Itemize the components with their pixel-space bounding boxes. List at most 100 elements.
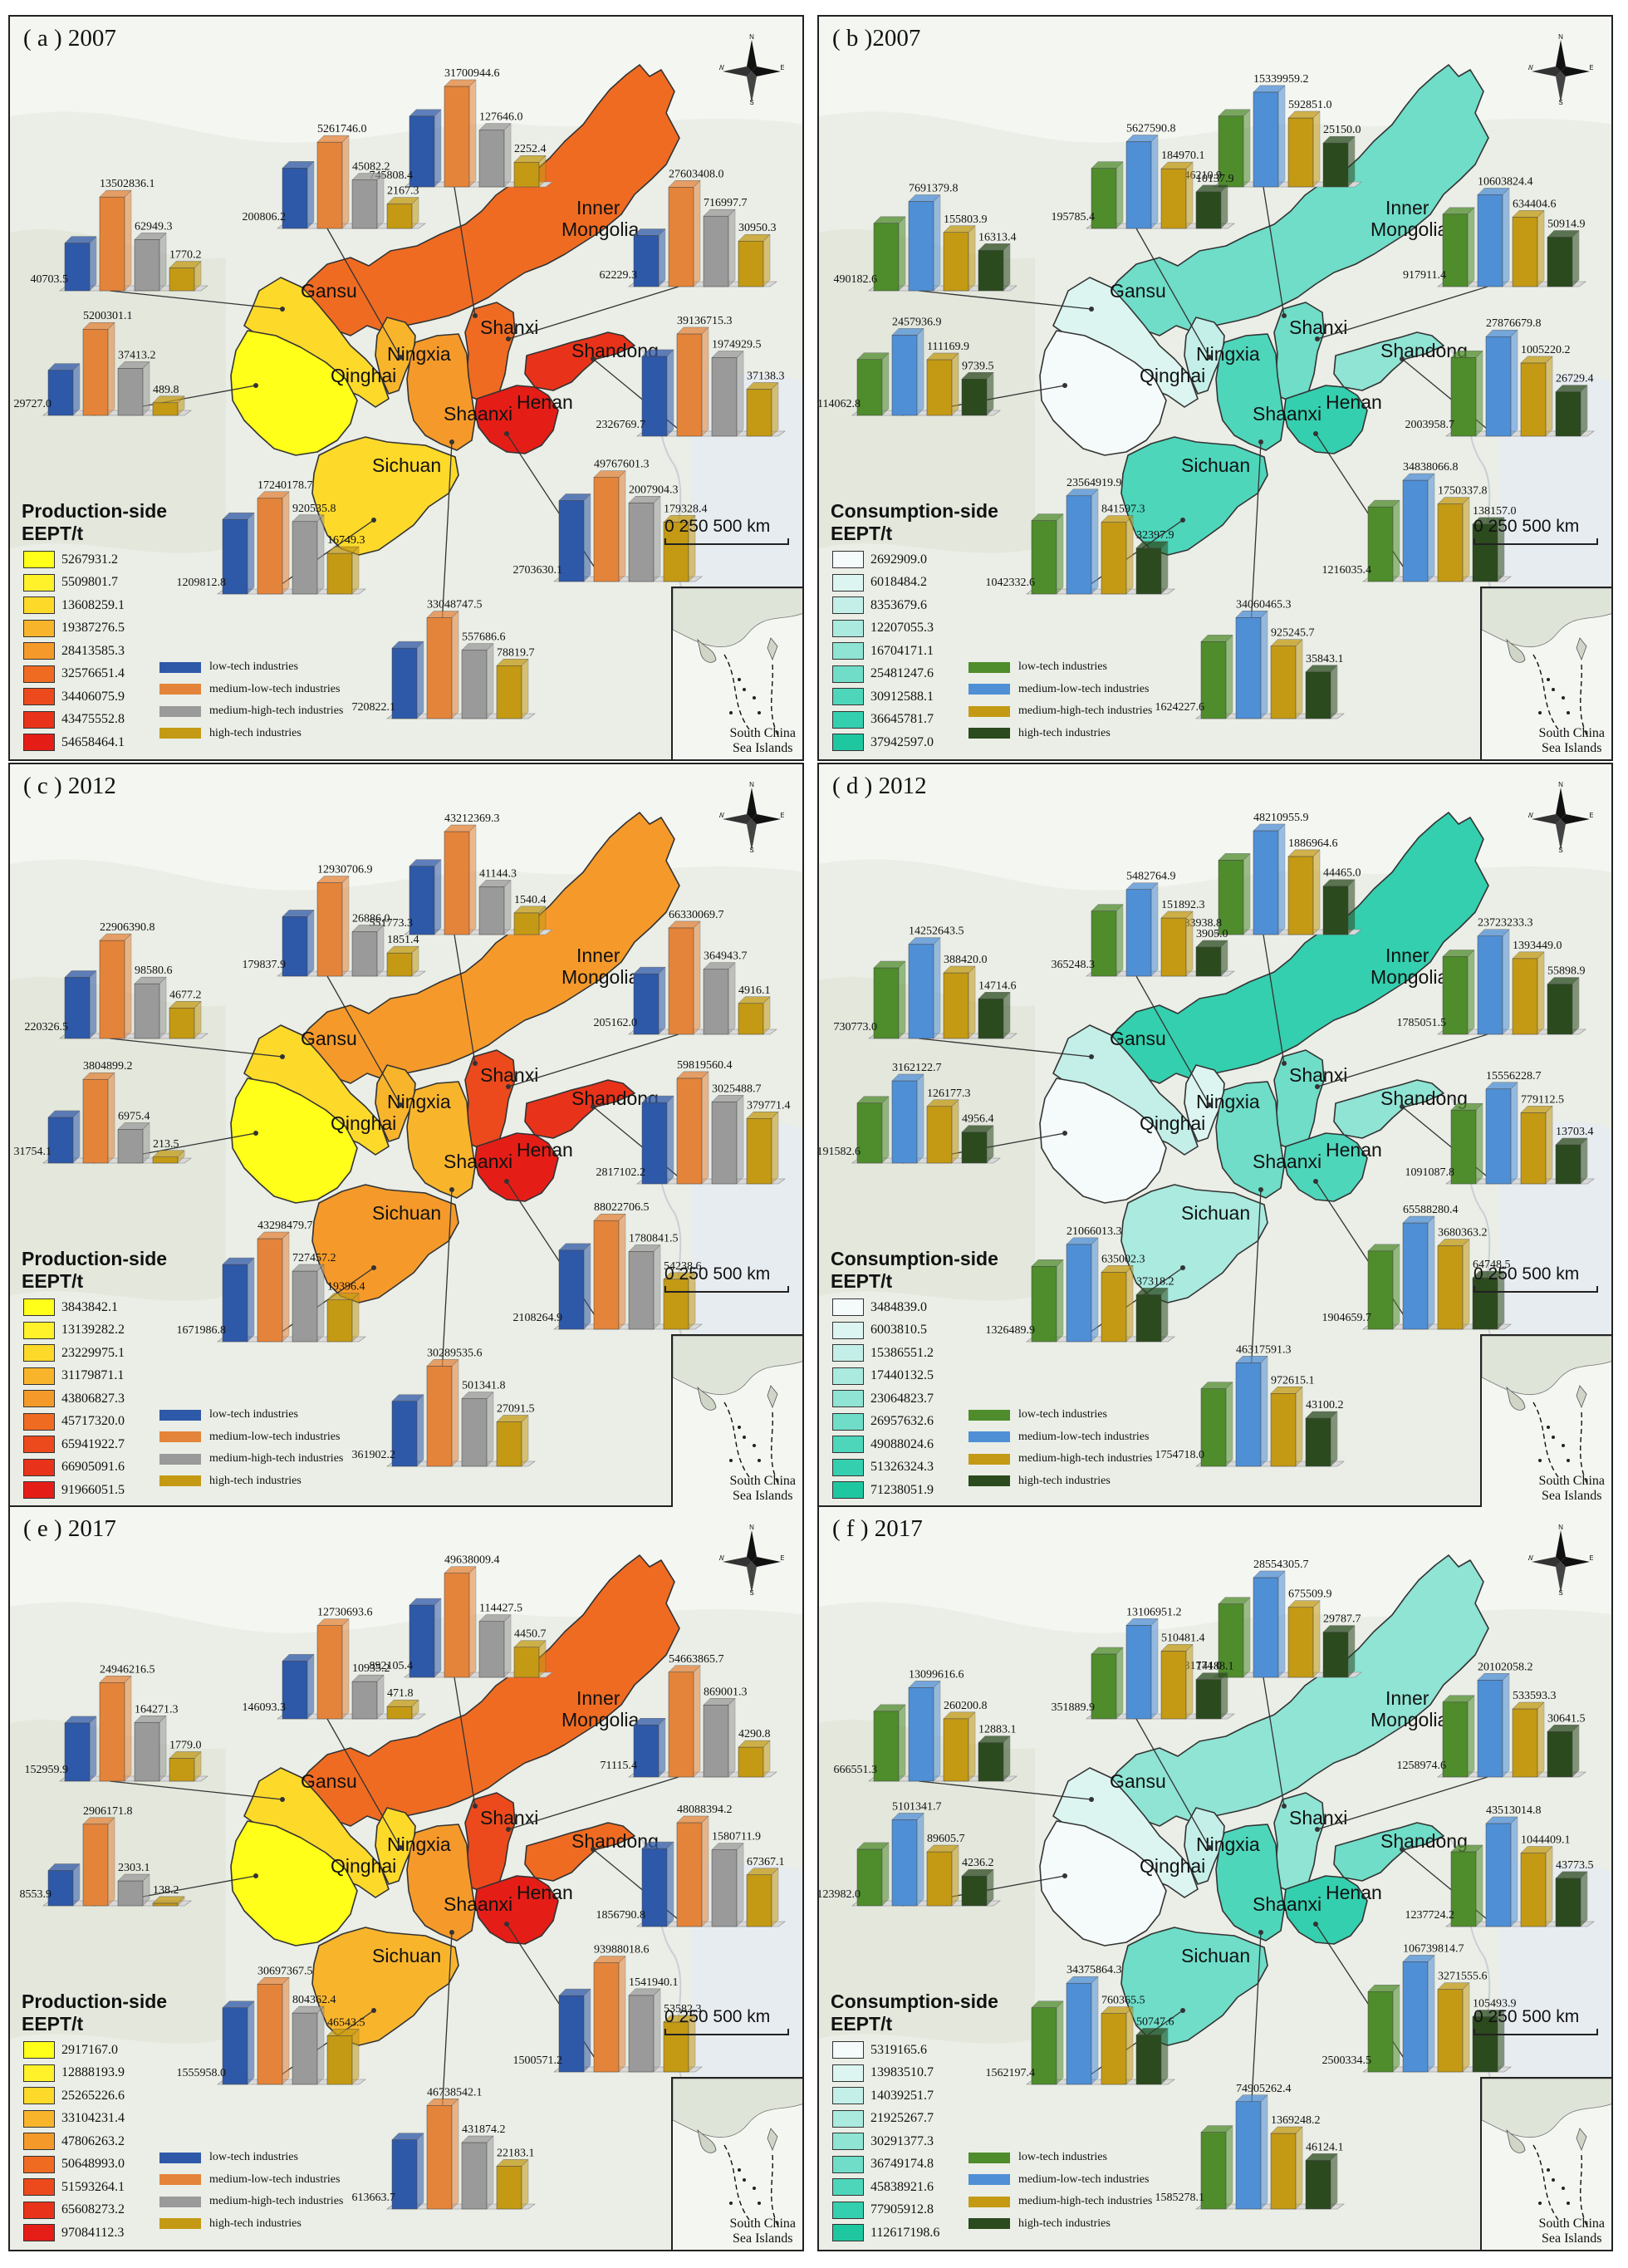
bar-high <box>746 1874 772 1927</box>
panel-title: ( e ) 2017 <box>23 1515 116 1542</box>
bar-value-low: 179837.9 <box>243 959 287 971</box>
leader-arrow <box>1062 1131 1067 1136</box>
bar-side <box>1225 1382 1233 1467</box>
bar-low <box>222 2007 248 2085</box>
bar-value-medium-high: 972615.1 <box>1271 1374 1315 1387</box>
legend-item: 17440132.5 <box>832 1365 934 1388</box>
bar-side <box>316 514 325 595</box>
bar-chart-shandong: 2003958.7 27876679.8 1005220.2 26729.4 <box>1400 317 1595 437</box>
compass-label-w: W <box>719 812 724 819</box>
bar-side <box>1497 1270 1505 1330</box>
legend-item: 13608259.1 <box>23 594 125 617</box>
bar-side <box>701 326 709 437</box>
industry-swatch-medium-low <box>968 2174 1010 2186</box>
bar-side <box>1220 940 1228 977</box>
bar-chart-henan: 1500571.2 93988018.6 1541940.1 53582.3 <box>504 1922 703 2073</box>
bar-medium-low <box>99 940 125 1039</box>
bar-chart-gansu: 490182.6 7691379.8 155803.9 16313.4 <box>834 183 1094 312</box>
bar-medium-high <box>1160 917 1187 977</box>
inset-label-line-2: Sea Islands <box>733 2231 793 2246</box>
bar-chart-gansu: 220326.5 22906390.8 98580.6 4677.2 <box>25 921 285 1059</box>
inset-map-canvas <box>672 587 802 739</box>
bar-side <box>898 216 906 292</box>
bar-side <box>1003 991 1011 1039</box>
bar-value-medium-high: 1393449.0 <box>1513 940 1562 952</box>
bar-medium-high <box>134 1722 160 1782</box>
bar-medium-high <box>1520 1112 1547 1185</box>
industry-legend-item: medium-high-tech industries <box>968 1448 1152 1470</box>
bar-side <box>1220 1672 1228 1720</box>
bar-medium-low <box>1253 830 1279 935</box>
bar-side <box>1347 1624 1356 1678</box>
industry-legend-item: medium-low-tech industries <box>968 2169 1152 2192</box>
compass-label-s: S <box>1558 1589 1562 1595</box>
bar-side <box>1312 1600 1321 1678</box>
legend-item: 36749174.8 <box>832 2153 939 2177</box>
bar-medium-high <box>461 1398 488 1467</box>
legend-swatch <box>23 642 55 660</box>
leader-arrow <box>1282 1061 1287 1066</box>
bar-side <box>1502 187 1510 287</box>
bar-value-low: 365248.3 <box>1052 959 1096 971</box>
industry-legend-label: low-tech industries <box>209 1408 298 1421</box>
industry-legend-item: medium-high-tech industries <box>968 2191 1152 2213</box>
leader-arrow <box>371 518 376 523</box>
leader-arrow <box>591 356 596 361</box>
legend-swatch <box>23 2224 55 2242</box>
bar-medium-low <box>444 831 470 935</box>
legend-swatch <box>832 710 864 729</box>
legend-item: 23229975.1 <box>23 1342 125 1365</box>
region-henan <box>1283 1132 1368 1202</box>
legend-item: 21925267.7 <box>832 2108 939 2131</box>
bar-side <box>986 371 994 416</box>
bar-side <box>124 189 132 292</box>
bar-side <box>434 859 442 935</box>
bar-side <box>521 1414 529 1467</box>
basemap <box>10 1602 802 2250</box>
bar-chart-shandong: 2817102.2 59819560.4 3025488.7 379771.4 <box>591 1059 791 1185</box>
bar-side <box>306 909 315 977</box>
bar-side <box>763 233 771 287</box>
legend-swatch <box>832 1390 864 1408</box>
region-qinghai <box>230 1820 358 1946</box>
legend-item: 3484839.0 <box>832 1296 934 1319</box>
bar-low <box>641 1102 668 1185</box>
legend-item: 16704171.1 <box>832 640 934 663</box>
bar-medium-high <box>1101 2013 1127 2085</box>
bar-value-high: 4236.2 <box>962 1857 994 1869</box>
industry-swatch-high <box>968 1475 1010 1487</box>
bar-high <box>1305 671 1331 719</box>
compass-label-s: S <box>1558 99 1562 105</box>
bar-high <box>152 402 179 416</box>
compass-label-n: N <box>1558 781 1563 788</box>
bar-side <box>968 965 976 1039</box>
legend-value: 66905091.6 <box>61 1460 125 1475</box>
inset-label-line-2: Sea Islands <box>1542 1489 1602 1503</box>
bar-high <box>152 1902 179 1907</box>
bar-side <box>1312 849 1321 935</box>
bar-high <box>961 379 988 416</box>
bar-low <box>1031 2007 1057 2085</box>
legend-swatch <box>23 1344 55 1362</box>
bar-chart-qinghai: 123982.0 5101341.7 89605.7 4236.2 <box>819 1800 1067 1907</box>
bar-high <box>326 552 353 595</box>
bar-medium-high <box>628 1995 655 2073</box>
industry-legend-item: low-tech industries <box>968 2147 1152 2169</box>
bar-value-high: 43100.2 <box>1306 1399 1344 1411</box>
bar-value-medium-high: 1886964.6 <box>1288 837 1338 850</box>
legend-title: Consumption-side EEPT/t <box>831 1991 998 2035</box>
inset-label-line-1: South China <box>729 1474 796 1488</box>
bar-side <box>451 1358 459 1467</box>
bar-high <box>1547 237 1573 287</box>
bar-side <box>89 235 97 292</box>
leader-line <box>454 934 476 1064</box>
bar-high <box>738 1003 764 1035</box>
bar-medium-low <box>668 927 694 1035</box>
bar-medium-low <box>257 1984 283 2085</box>
bar-medium-high <box>292 2012 318 2085</box>
bar-value-high: 46124.1 <box>1306 2141 1344 2153</box>
legend-value: 77905912.8 <box>870 2202 934 2217</box>
region-label-shaanxi: Shaanxi <box>1253 1893 1322 1915</box>
bar-side <box>1467 1695 1475 1778</box>
bar-value-medium-high: 1580711.9 <box>712 1831 761 1843</box>
